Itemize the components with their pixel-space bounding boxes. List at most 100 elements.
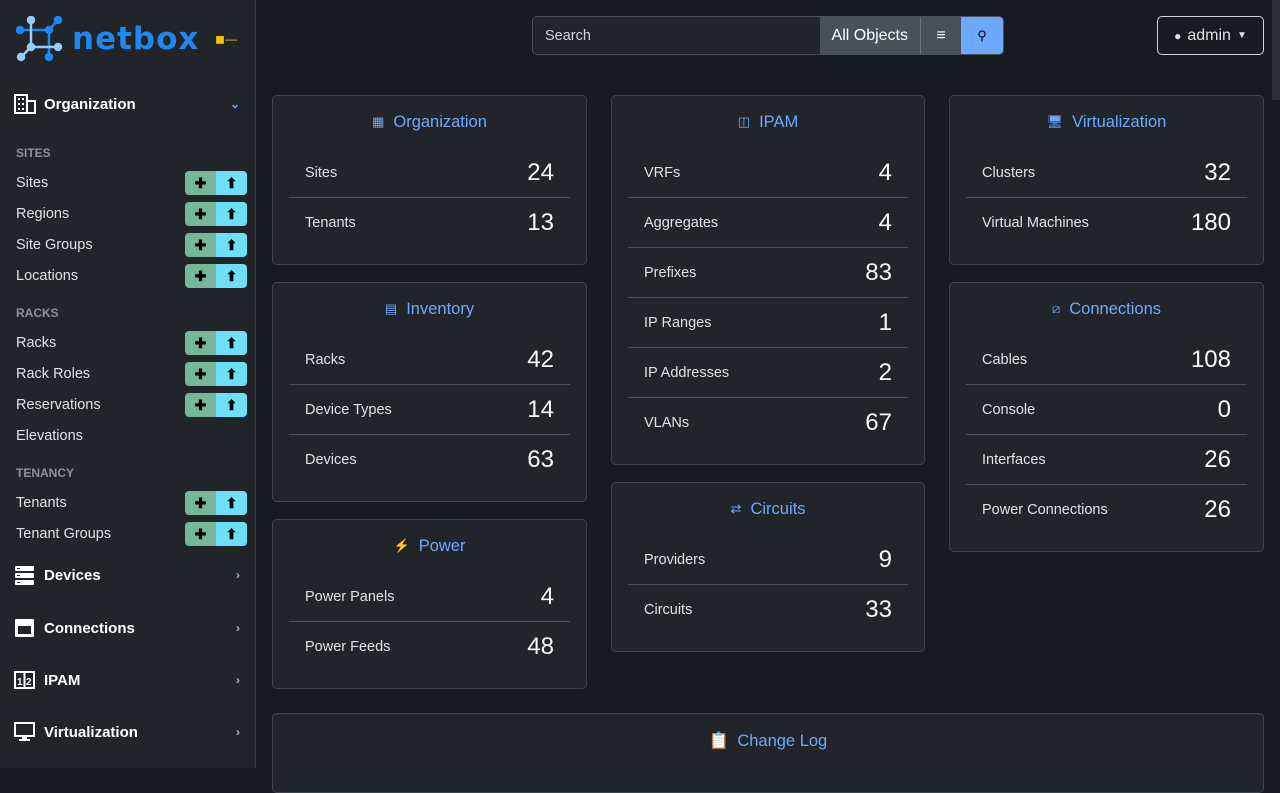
row-label: IP Addresses	[644, 364, 730, 381]
add-button[interactable]: ✚	[185, 264, 216, 288]
add-button[interactable]: ✚	[185, 362, 216, 386]
card-row[interactable]: Providers 9	[628, 535, 908, 585]
sidebar-item-site-groups[interactable]: Site Groups ✚ ⬆	[16, 233, 247, 257]
item-label: Rack Roles	[16, 366, 91, 382]
group-label-tenancy: TENANCY	[16, 466, 75, 480]
import-button[interactable]: ⬆	[216, 233, 247, 257]
card-row[interactable]: Interfaces 26	[966, 435, 1247, 485]
netbox-logo-icon	[16, 16, 63, 62]
card-row[interactable]: Devices 63	[289, 435, 570, 485]
sidebar-section-devices[interactable]: Devices ›	[14, 565, 240, 585]
sidebar-item-tenants[interactable]: Tenants ✚ ⬆	[16, 491, 247, 515]
card-title[interactable]: Virtualization	[1072, 112, 1167, 131]
netbox-logo[interactable]: netbox	[16, 16, 199, 62]
item-label: Racks	[16, 335, 57, 351]
card-row[interactable]: Device Types 14	[289, 385, 570, 435]
row-count: 2	[878, 358, 892, 386]
row-label: VRFs	[644, 164, 681, 181]
monitor-icon	[14, 722, 35, 741]
card-row[interactable]: IP Ranges 1	[628, 298, 908, 348]
add-button[interactable]: ✚	[185, 202, 216, 226]
card-row[interactable]: VRFs 4	[628, 148, 908, 198]
sidebar-item-rack-roles[interactable]: Rack Roles ✚ ⬆	[16, 362, 247, 386]
scope-select[interactable]: All Objects	[819, 17, 921, 54]
import-button[interactable]: ⬆	[216, 522, 247, 546]
row-label: Racks	[305, 351, 346, 368]
search-button[interactable]: ⚲	[961, 17, 1003, 54]
add-button[interactable]: ✚	[185, 171, 216, 195]
import-button[interactable]: ⬆	[216, 331, 247, 355]
card-row[interactable]: Power Feeds 48	[289, 622, 570, 672]
card-title[interactable]: IPAM	[759, 112, 799, 131]
search-icon: ⚲	[977, 27, 987, 43]
sidebar-section-connections[interactable]: Connections ›	[14, 618, 240, 638]
add-button[interactable]: ✚	[185, 331, 216, 355]
sidebar-section-organization[interactable]: Organization ⌄	[14, 94, 240, 114]
row-label: Power Panels	[305, 588, 395, 605]
import-button[interactable]: ⬆	[216, 491, 247, 515]
card-row[interactable]: Tenants 13	[289, 198, 570, 248]
import-button[interactable]: ⬆	[216, 202, 247, 226]
add-button[interactable]: ✚	[185, 393, 216, 417]
card-row[interactable]: Virtual Machines 180	[966, 198, 1247, 248]
card-row[interactable]: Power Connections 26	[966, 485, 1247, 535]
sidebar-item-elevations[interactable]: Elevations	[16, 424, 247, 448]
add-button[interactable]: ✚	[185, 491, 216, 515]
card-row[interactable]: Console 0	[966, 385, 1247, 435]
import-button[interactable]: ⬆	[216, 171, 247, 195]
card-title[interactable]: Connections	[1069, 299, 1161, 318]
card-title[interactable]: Inventory	[406, 299, 475, 318]
card-title[interactable]: Power	[418, 536, 466, 555]
sidebar-section-virtualization[interactable]: Virtualization ›	[14, 722, 240, 742]
import-button[interactable]: ⬆	[216, 264, 247, 288]
changelog-card: 📋 Change Log	[272, 713, 1264, 793]
pin-icon[interactable]: ◼—	[215, 32, 237, 46]
power-card: ⚡ Power Power Panels 4 Power Feeds 48	[272, 519, 587, 689]
card-row[interactable]: Aggregates 4	[628, 198, 908, 248]
card-row[interactable]: Cables 108	[966, 335, 1247, 385]
sidebar-item-sites[interactable]: Sites ✚ ⬆	[16, 171, 247, 195]
sidebar-item-reservations[interactable]: Reservations ✚ ⬆	[16, 393, 247, 417]
user-icon: ●	[1174, 28, 1182, 43]
row-label: Sites	[305, 164, 338, 181]
username: admin	[1187, 26, 1231, 44]
card-title[interactable]: Organization	[393, 112, 487, 131]
scrollbar[interactable]	[1272, 0, 1280, 100]
card-title[interactable]: Circuits	[750, 499, 806, 518]
chevron-right-icon: ›	[236, 673, 240, 687]
card-row[interactable]: Prefixes 83	[628, 248, 908, 298]
row-label: Circuits	[644, 602, 693, 618]
chevron-down-icon: ⌄	[229, 97, 240, 111]
row-label: VLANs	[644, 415, 690, 431]
add-button[interactable]: ✚	[185, 233, 216, 257]
add-button[interactable]: ✚	[185, 522, 216, 546]
card-row[interactable]: Circuits 33	[628, 585, 908, 635]
card-row[interactable]: Clusters 32	[966, 148, 1247, 198]
organization-card: ▦ Organization Sites 24 Tenants 13	[272, 95, 587, 265]
section-label: Connections	[44, 619, 135, 637]
card-row[interactable]: Power Panels 4	[289, 572, 570, 622]
row-label: Device Types	[305, 401, 392, 418]
row-label: Devices	[305, 452, 357, 468]
filter-button[interactable]: ≡	[921, 17, 961, 54]
card-row[interactable]: Racks 42	[289, 335, 570, 385]
row-count: 32	[1204, 158, 1231, 186]
brand-name: netbox	[72, 21, 200, 57]
card-row[interactable]: VLANs 67	[628, 398, 908, 448]
building-icon: ▦	[372, 114, 385, 129]
import-button[interactable]: ⬆	[216, 362, 247, 386]
sidebar-item-locations[interactable]: Locations ✚ ⬆	[16, 264, 247, 288]
sidebar-item-racks[interactable]: Racks ✚ ⬆	[16, 331, 247, 355]
search-input[interactable]: Search	[533, 17, 820, 54]
row-label: Cables	[982, 351, 1028, 368]
svg-text:1: 1	[17, 677, 23, 688]
row-count: 108	[1190, 345, 1231, 373]
user-menu-button[interactable]: ● admin ▼	[1157, 16, 1264, 55]
group-label-racks: RACKS	[16, 306, 59, 320]
import-button[interactable]: ⬆	[216, 393, 247, 417]
sidebar-item-tenant-groups[interactable]: Tenant Groups ✚ ⬆	[16, 522, 247, 546]
card-row[interactable]: IP Addresses 2	[628, 348, 908, 398]
card-row[interactable]: Sites 24	[289, 148, 570, 198]
sidebar-item-regions[interactable]: Regions ✚ ⬆	[16, 202, 247, 226]
